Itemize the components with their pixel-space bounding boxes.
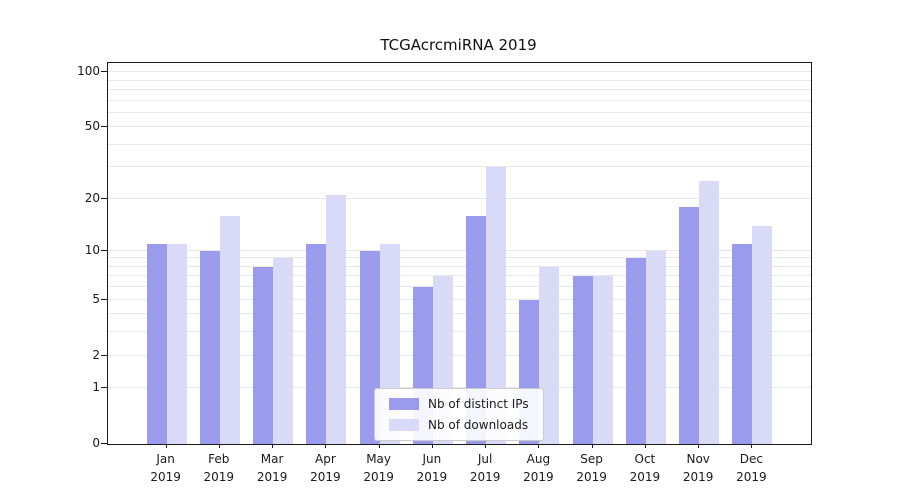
bar-aug-2019-series1 [539,266,560,444]
gridline [108,249,811,251]
gridline [108,99,811,101]
gridline [108,79,811,81]
gridline [108,166,811,168]
x-tick-label: May 2019 [363,452,394,484]
x-tick-label: Sep 2019 [576,452,607,484]
bar-jan-2019-series0 [146,243,167,444]
x-tick-label: Aug 2019 [523,452,554,484]
y-tick-label: 1 [92,380,100,395]
gridline [108,387,811,389]
gridline [108,88,811,90]
x-tick-label: Nov 2019 [682,452,714,484]
bar-apr-2019-series0 [306,243,327,444]
gridline [108,197,811,199]
bar-mar-2019-series0 [253,266,274,444]
y-tick-label: 50 [84,119,100,134]
gridline [108,286,811,288]
y-tick-label: 100 [77,64,100,78]
legend-label-downloads: Nb of downloads [428,418,529,432]
gridline [108,71,811,72]
bar-sep-2019-series0 [572,276,593,444]
gridline [108,298,811,300]
legend-swatch-downloads [389,419,419,431]
legend-swatch-distinct-ips [389,398,419,410]
x-tick-label: Dec 2019 [736,452,767,484]
bar-oct-2019-series0 [625,258,646,444]
gridline [108,257,811,259]
x-tick-label: Oct 2019 [629,452,661,484]
gridline [108,331,811,333]
bar-dec-2019-series0 [732,243,753,444]
y-tick-label: 10 [84,242,100,257]
bar-jul-2019-series1 [486,167,507,444]
legend-item-downloads: Nb of downloads [389,418,529,432]
bar-jul-2019-series0 [466,215,487,444]
gridline [108,126,811,128]
x-tick-label: Jan 2019 [150,452,181,484]
x-tick-label: Feb 2019 [203,452,235,484]
x-tick-label: Apr 2019 [310,452,341,484]
bar-mar-2019-series1 [273,258,294,444]
gridline [108,265,811,267]
y-tick-label: 5 [92,291,100,306]
bar-feb-2019-series1 [219,215,240,444]
chart-title: TCGAcrcmiRNA 2019 [380,36,537,54]
legend: Nb of distinct IPs Nb of downloads [374,388,544,441]
bar-apr-2019-series1 [326,194,347,444]
gridline [108,313,811,315]
bar-feb-2019-series0 [199,250,220,444]
y-tick-label: 0 [92,436,100,450]
x-tick-label: Mar 2019 [256,452,288,484]
bar-nov-2019-series1 [699,181,720,444]
bar-jan-2019-series1 [166,243,187,444]
legend-item-distinct-ips: Nb of distinct IPs [389,397,529,411]
y-tick-label: 20 [84,190,100,205]
bar-dec-2019-series1 [752,225,773,444]
bar-nov-2019-series0 [679,206,700,444]
y-tick-label: 2 [92,347,100,362]
gridline [108,275,811,277]
gridline [108,354,811,356]
bar-oct-2019-series1 [645,250,666,444]
bar-sep-2019-series1 [592,276,613,444]
gridline [108,111,811,113]
legend-label-distinct-ips: Nb of distinct IPs [428,397,529,411]
x-tick-label: Jul 2019 [469,452,501,484]
gridline [108,143,811,145]
x-tick-label: Jun 2019 [416,452,448,484]
